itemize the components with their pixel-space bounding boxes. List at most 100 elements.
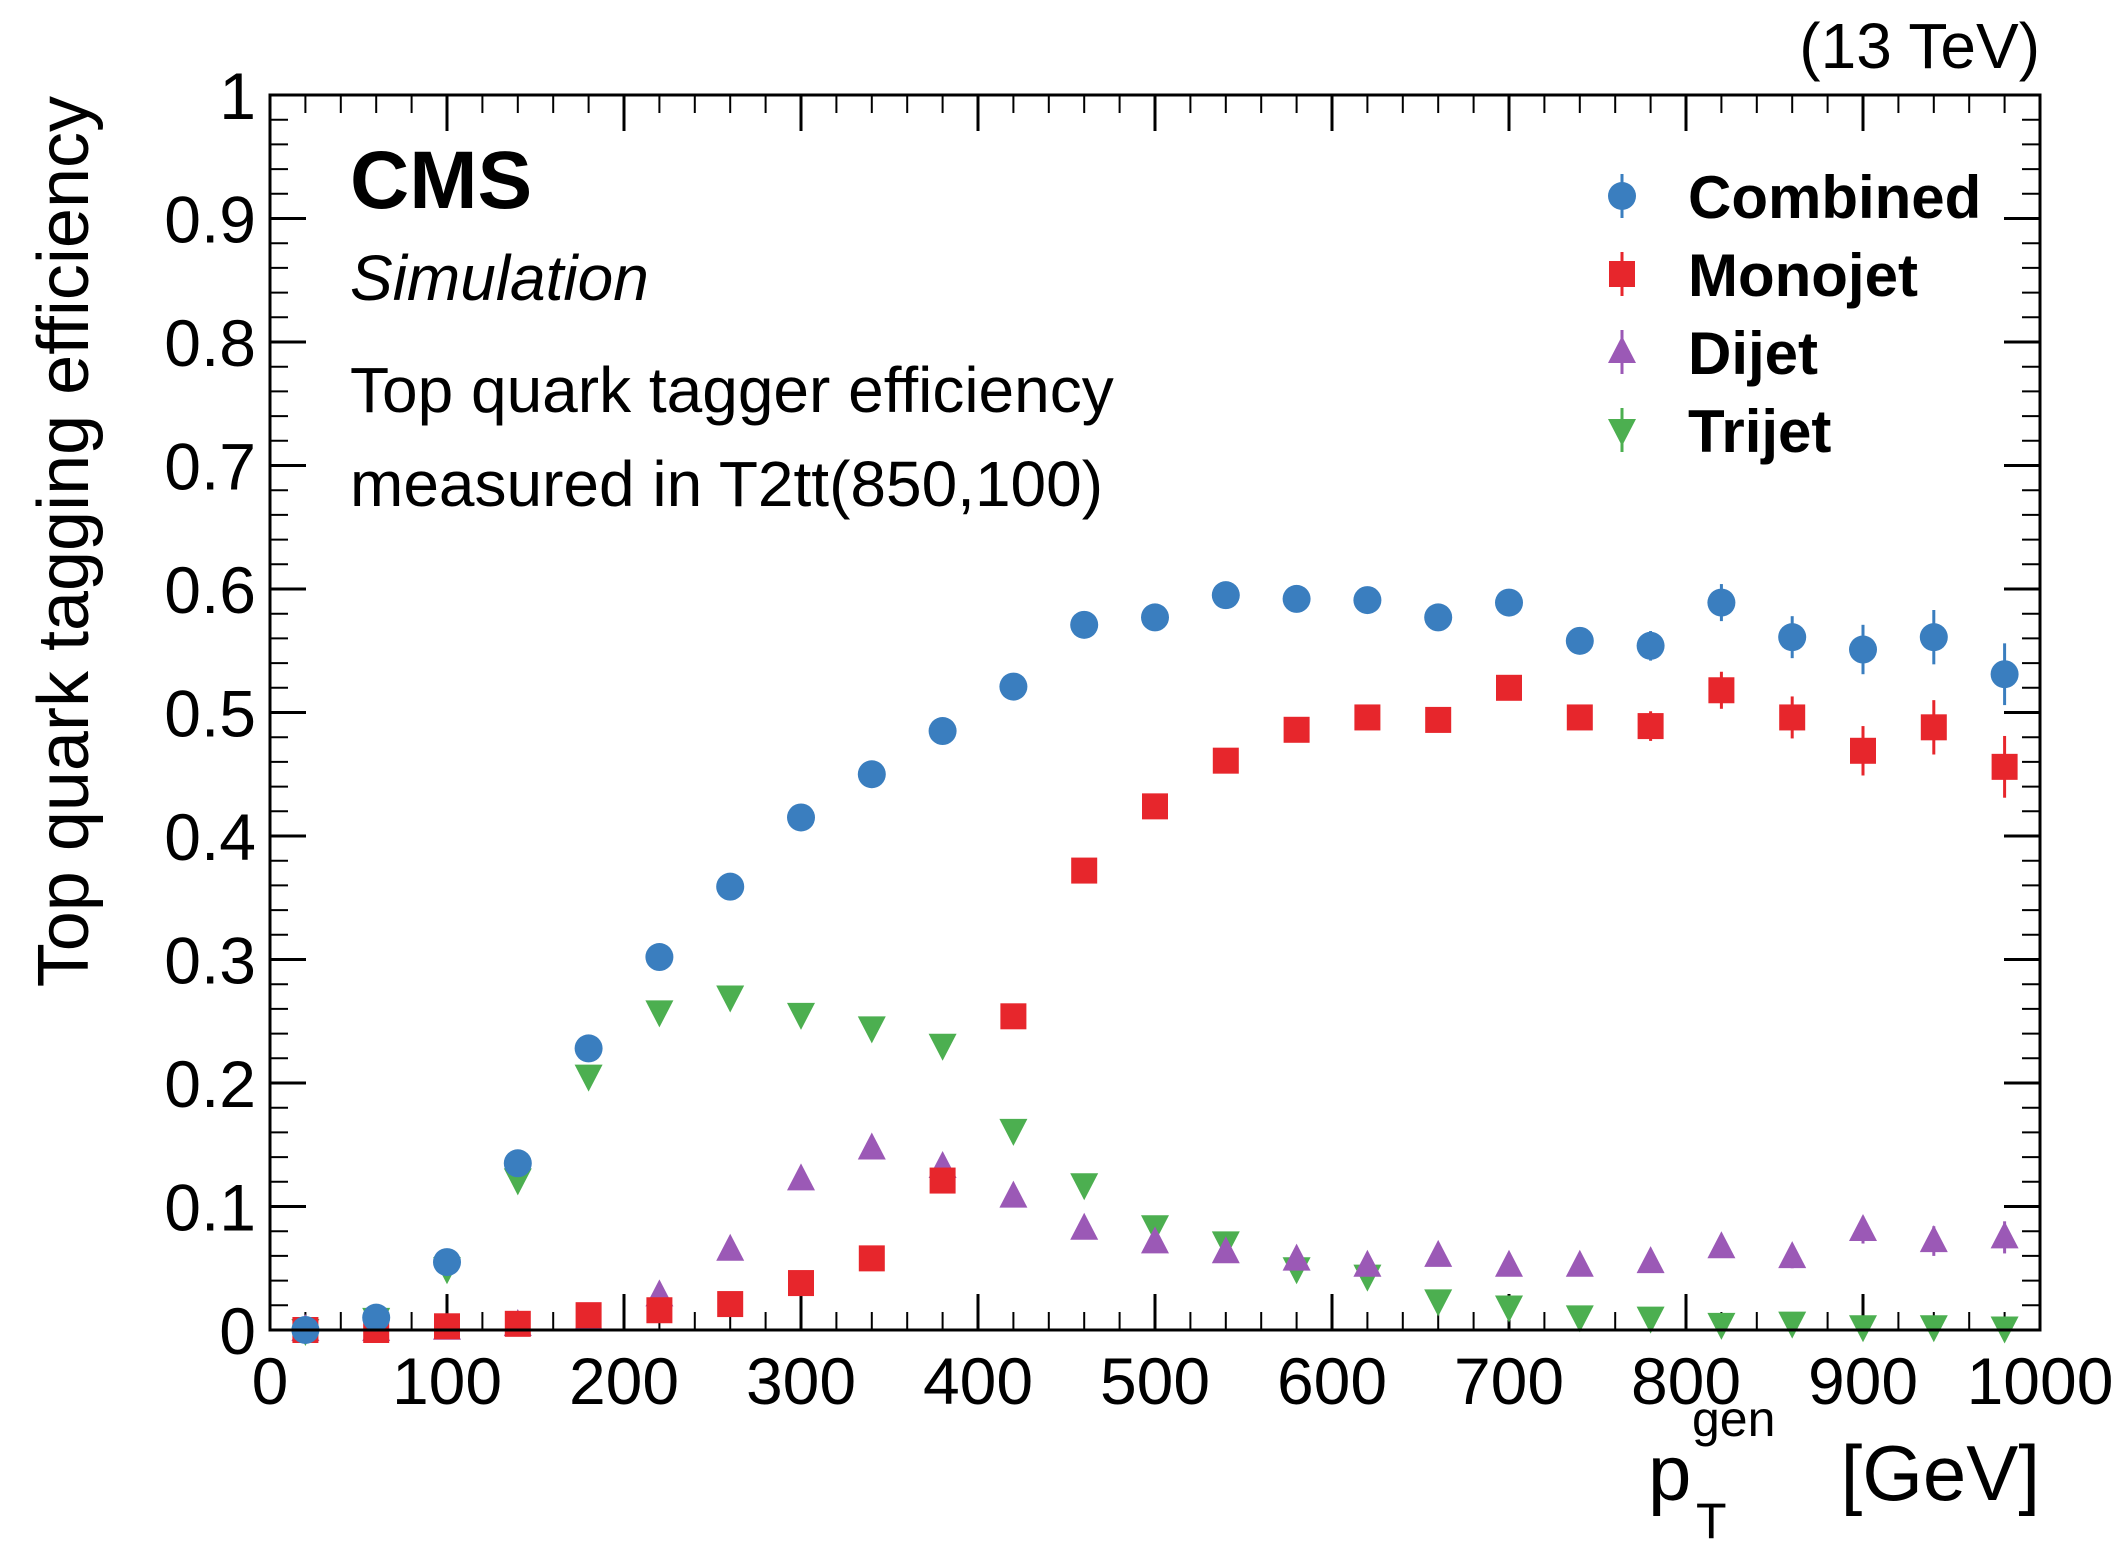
data-points — [291, 581, 2019, 1346]
trijet-point — [716, 985, 745, 1013]
dijet-point — [1070, 1212, 1099, 1240]
x-tick-label: 0 — [252, 1344, 289, 1418]
monojet-point — [1850, 737, 1876, 764]
combined-point — [1353, 586, 1382, 615]
combined-point — [1778, 623, 1807, 652]
x-tick-label: 200 — [569, 1344, 679, 1418]
x-tick-label: 800 — [1631, 1344, 1741, 1418]
y-tick-label: 0.7 — [164, 430, 256, 504]
trijet-point — [1707, 1312, 1736, 1340]
monojet-point — [788, 1270, 814, 1297]
combined-point — [928, 717, 957, 746]
trijet-point — [645, 1000, 674, 1028]
combined-point — [1282, 584, 1311, 613]
trijet-point — [1424, 1289, 1453, 1317]
legend-marker-dijet — [1608, 336, 1636, 363]
dijet-point — [1990, 1221, 2019, 1249]
monojet-point — [858, 1245, 885, 1272]
x-tick-label: 700 — [1454, 1344, 1564, 1418]
dijet-point — [1282, 1243, 1311, 1271]
monojet-point — [1212, 747, 1239, 774]
monojet-point — [1354, 704, 1381, 731]
trijet-point — [857, 1016, 886, 1044]
combined-point — [574, 1034, 603, 1063]
x-axis-title-unit: [GeV] — [1841, 1429, 2040, 1517]
y-tick-label: 0 — [219, 1294, 256, 1368]
y-tick-label: 0.9 — [164, 183, 256, 257]
y-axis-title: Top quark tagging efficiency — [24, 96, 104, 987]
legend-label-combined: Combined — [1688, 164, 1981, 231]
x-axis-title-main: p — [1648, 1429, 1691, 1517]
legend-label-monojet: Monojet — [1688, 242, 1918, 309]
y-tick-label: 0.8 — [164, 306, 256, 380]
combined-point — [1636, 631, 1665, 660]
combined-point — [645, 943, 674, 972]
combined-point — [1565, 626, 1594, 655]
monojet-point — [1779, 704, 1806, 731]
dijet-point — [1424, 1239, 1453, 1267]
legend-label-trijet: Trijet — [1688, 398, 1831, 465]
dijet-point — [1849, 1213, 1877, 1241]
dijet-point — [1778, 1241, 1807, 1269]
x-tick-label: 100 — [392, 1344, 502, 1418]
x-axis-title: p gen T [GeV] — [1648, 1391, 2040, 1548]
legend-marker-monojet — [1609, 261, 1635, 287]
monojet-point — [929, 1167, 956, 1194]
dijet-point — [1565, 1249, 1594, 1277]
experiment-label: CMS — [350, 135, 532, 226]
combined-point — [787, 803, 815, 832]
dijet-point — [999, 1180, 1028, 1208]
status-label: Simulation — [350, 242, 649, 314]
combined-point — [999, 672, 1028, 701]
monojet-point — [1991, 753, 2018, 780]
monojet-point — [717, 1291, 744, 1318]
legend-marker-combined — [1608, 182, 1636, 210]
combined-point — [1707, 588, 1736, 617]
dijet-point — [1141, 1226, 1169, 1254]
trijet-point — [1565, 1305, 1594, 1333]
monojet-point — [1142, 793, 1168, 820]
energy-label: (13 TeV) — [1799, 10, 2040, 82]
monojet-point — [575, 1302, 602, 1329]
trijet-point — [999, 1118, 1028, 1146]
trijet-point — [1495, 1295, 1523, 1323]
combined-point — [1495, 588, 1523, 617]
dijet-point — [1495, 1249, 1523, 1277]
legend-label-dijet: Dijet — [1688, 320, 1818, 387]
monojet-point — [1283, 716, 1310, 743]
combined-point — [1849, 635, 1877, 664]
combined-point — [716, 872, 745, 901]
monojet-point — [1496, 674, 1522, 701]
annotation-line-1: Top quark tagger efficiency — [350, 354, 1114, 426]
monojet-point — [434, 1313, 460, 1340]
annotation-line-2: measured in T2tt(850,100) — [350, 448, 1103, 520]
legend-marker-trijet — [1608, 419, 1636, 446]
dijet-point — [857, 1132, 886, 1160]
monojet-point — [1708, 677, 1735, 704]
trijet-point — [787, 1002, 815, 1030]
y-tick-label: 0.1 — [164, 1171, 256, 1245]
x-axis-title-sup: gen — [1692, 1391, 1775, 1447]
dijet-point — [787, 1163, 815, 1191]
monojet-point — [1637, 713, 1664, 740]
axis-ticks: 0 100 200 300 400 500 600 700 800 900 1000 0 0.1 0.2 0… — [164, 59, 2113, 1418]
combined-point — [1424, 603, 1453, 632]
combined-point — [503, 1149, 532, 1178]
dijet-point — [1919, 1225, 1948, 1253]
monojet-point — [1000, 1003, 1027, 1030]
y-tick-label: 0.4 — [164, 800, 256, 874]
y-tick-label: 0.6 — [164, 553, 256, 627]
dijet-point — [1211, 1236, 1240, 1264]
combined-point — [433, 1248, 461, 1277]
monojet-point — [1566, 704, 1593, 731]
y-tick-label: 0.3 — [164, 924, 256, 998]
trijet-point — [928, 1033, 957, 1061]
x-tick-label: 300 — [746, 1344, 856, 1418]
monojet-point — [504, 1310, 531, 1337]
dijet-point — [1636, 1246, 1665, 1274]
y-tick-label: 0.2 — [164, 1047, 256, 1121]
dijet-point — [1707, 1231, 1736, 1259]
y-tick-label: 1 — [219, 59, 256, 133]
